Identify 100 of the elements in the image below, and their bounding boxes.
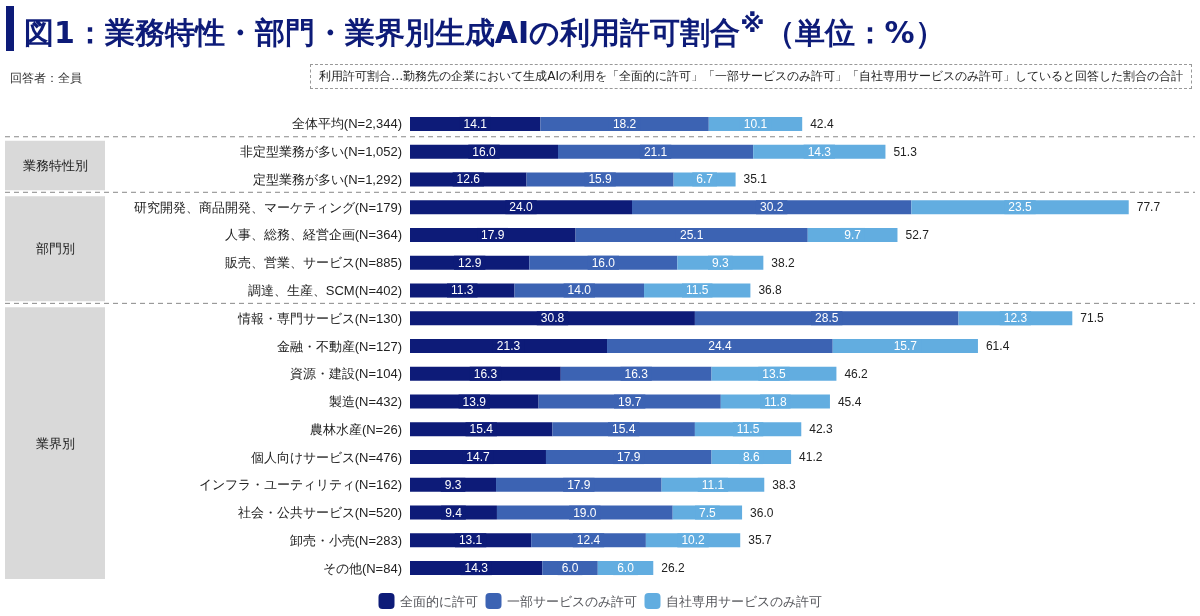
data-label: 9.3 [711,255,729,270]
y-tick-label: 資源・建設(N=104) [289,366,402,382]
bar [694,311,959,326]
data-label: 14.3 [464,561,489,576]
data-label: 23.5 [1008,200,1033,215]
y-tick-label: 金融・不動産(N=127) [276,338,402,354]
data-label: 14.3 [807,144,832,159]
data-label: 6.0 [617,561,635,576]
data-label: 14.0 [567,283,592,298]
y-tick-label: 情報・専門サービス(N=130) [236,310,402,326]
y-tick-label: その他(N=84) [322,560,402,576]
y-tick-label: 全体平均(N=2,344) [291,116,402,132]
text: 利用許可割合…勤務先の企業において生成AIの利用を「全面的に許可」「一部サービスのみ許可」「自社専用サービスのみ許可」していると回答した割合の合計 [310,64,1192,89]
y-tick-label: インフラ・ユーティリティ(N=162) [198,477,402,493]
y-tick-label: 個人向けサービス(N=476) [250,449,402,465]
data-label: 11.8 [764,394,787,409]
data-label: 13.1 [458,533,483,548]
data-label: 16.0 [472,144,496,159]
data-label: 6.0 [561,561,579,576]
total-label: 36.8 [758,283,783,298]
data-label: 14.7 [466,450,490,465]
y-tick-label: 人事、総務、経営企画(N=364) [224,227,402,243]
bar [632,200,912,215]
total-label: 46.2 [844,366,869,381]
y-tick-label: 社会・公共サービス(N=520) [237,505,402,521]
data-label: 11.5 [736,422,760,437]
data-label: 17.9 [481,227,505,242]
text: 業務特性別 [22,158,88,174]
data-label: 11.5 [685,283,709,298]
data-label: 9.3 [444,477,462,492]
total-label: 61.4 [985,339,1010,353]
data-label: 17.9 [567,477,591,492]
data-label: 11.3 [451,283,474,298]
data-label: 9.7 [844,227,862,242]
total-label: 42.3 [809,422,833,437]
data-label: 10.1 [743,116,768,131]
legend-label: 全面的に許可 [399,593,478,609]
data-label: 19.0 [573,505,597,520]
total-label: 38.3 [772,477,796,492]
data-label: 15.4 [612,422,636,437]
total-label: 42.4 [810,116,834,131]
y-tick-label: 非定型業務が多い(N=1,052) [239,144,402,160]
data-label: 7.5 [699,505,717,520]
y-tick-label: 研究開発、商品開発、マーケティング(N=179) [133,199,402,215]
total-label: 38.2 [771,255,796,270]
data-label: 30.8 [540,311,565,326]
data-label: 13.5 [762,366,786,381]
data-label: 17.9 [617,450,641,465]
y-tick-label: 調達、生産、SCM(N=402) [247,282,402,298]
bar [911,200,1129,215]
bar [607,339,833,353]
total-label: 35.1 [743,172,768,187]
data-label: 10.2 [681,533,706,548]
data-label: 16.3 [473,366,498,381]
data-label: 30.2 [760,200,784,215]
bar [410,311,695,326]
data-label: 16.0 [591,255,616,270]
total-label: 45.4 [837,394,862,409]
data-label: 12.3 [1003,311,1028,326]
data-label: 14.1 [463,116,488,131]
data-label: 15.9 [588,172,613,187]
total-label: 26.2 [661,561,685,576]
total-label: 77.7 [1136,200,1161,215]
data-label: 8.6 [742,450,760,465]
total-label: 71.5 [1080,311,1104,326]
data-label: 16.3 [624,366,649,381]
data-label: 9.4 [445,505,463,520]
total-label: 52.7 [905,227,930,242]
text: 回答者：全員 [10,70,82,87]
y-tick-label: 販売、営業、サービス(N=885) [224,255,402,271]
bar [575,227,808,242]
legend-label: 一部サービスのみ許可 [506,593,637,609]
y-tick-label: 農林水産(N=26) [309,421,402,437]
data-label: 24.0 [509,200,533,215]
text: 業界別 [35,435,75,451]
bar [410,200,632,215]
data-label: 19.7 [618,394,642,409]
y-tick-label: 製造(N=432) [328,394,402,410]
data-label: 12.4 [576,533,601,548]
legend-label: 自社専用サービスのみ許可 [665,593,822,609]
data-label: 18.2 [612,116,637,131]
y-tick-label: 卸売・小売(N=283) [289,532,402,548]
data-label: 24.4 [708,339,732,353]
data-label: 11.1 [701,477,725,492]
data-label: 15.4 [469,422,494,437]
data-label: 21.3 [496,339,521,353]
data-label: 25.1 [679,227,704,242]
data-label: 15.7 [893,339,918,353]
total-label: 51.3 [893,144,918,159]
data-label: 6.7 [696,172,714,187]
data-label: 12.9 [457,255,482,270]
data-label: 13.9 [462,394,487,409]
y-tick-label: 定型業務が多い(N=1,292) [252,171,402,187]
total-label: 36.0 [750,505,774,520]
total-label: 35.7 [748,533,772,548]
data-label: 21.1 [643,144,668,159]
total-label: 41.2 [799,450,823,465]
chart-title: 図1：業務特性・部門・業界別生成AIの利用許可割合$^{※}$（単位：%） [6,6,945,51]
data-label: 12.6 [456,172,481,187]
text: 部門別 [35,241,75,257]
